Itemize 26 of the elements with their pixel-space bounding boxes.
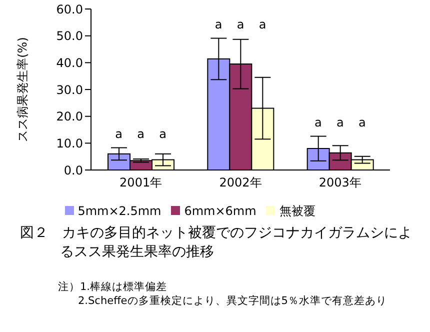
- x-tick-label: 2002年: [219, 176, 262, 190]
- y-tick-label: 10.0: [56, 136, 83, 150]
- annotation: a: [358, 116, 366, 130]
- annotation: a: [115, 127, 123, 142]
- legend-label: 5mm×2.5mm: [78, 204, 162, 218]
- y-tick-label: 40.0: [56, 56, 83, 70]
- annotation: a: [336, 116, 344, 130]
- x-tick-label: 2003年: [318, 176, 362, 190]
- annotation: a: [214, 18, 222, 32]
- annotation: a: [314, 116, 322, 130]
- y-tick-label: 20.0: [56, 110, 83, 124]
- y-tick-label: 50.0: [56, 29, 83, 44]
- y-tick-label: 0.0: [64, 163, 83, 178]
- annotation: a: [159, 127, 167, 142]
- y-tick-label: 60.0: [56, 2, 83, 16]
- text: 注）1.棒線は標準偏差: [58, 280, 168, 294]
- text: 図２ カキの多目的ネット被覆でのフジコナカイガラムシによるスス果発生果率の推移: [20, 224, 413, 262]
- annotation: a: [236, 18, 244, 32]
- y-tick-label: 30.0: [56, 82, 83, 97]
- annotation: a: [258, 18, 266, 32]
- legend-label: 6mm×6mm: [184, 204, 256, 218]
- x-tick-label: 2001年: [120, 176, 162, 190]
- annotation: a: [137, 127, 145, 142]
- y-axis-title: スス病果発生率(%): [15, 37, 30, 142]
- text: 2.Scheffeの多重検定により、異文字間は5％水準で有意差あり: [77, 294, 388, 308]
- legend-label: 無被覆: [279, 204, 316, 218]
